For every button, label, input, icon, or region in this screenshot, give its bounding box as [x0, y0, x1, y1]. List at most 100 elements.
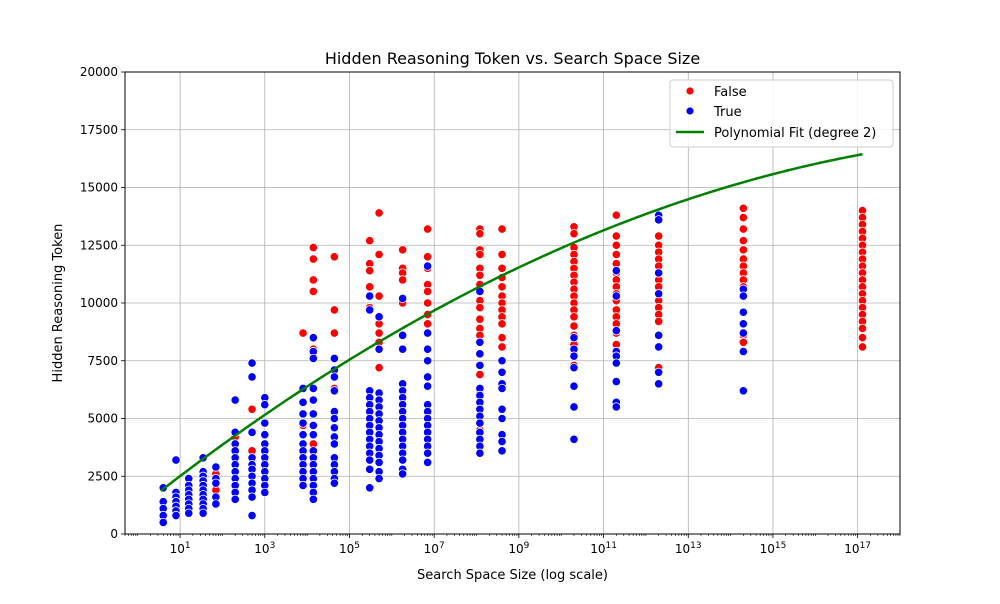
data-point-true [739, 292, 747, 300]
data-point-false [309, 255, 317, 263]
data-point-true [212, 463, 220, 471]
data-point-false [423, 299, 431, 307]
data-point-false [476, 271, 484, 279]
x-tick-label: 107 [424, 541, 445, 556]
y-tick-label: 10000 [80, 296, 118, 310]
data-point-true [654, 343, 662, 351]
data-point-true [423, 345, 431, 353]
data-point-true [330, 424, 338, 432]
data-point-true [570, 333, 578, 341]
data-point-false [330, 253, 338, 261]
data-point-true [299, 481, 307, 489]
data-point-true [398, 294, 406, 302]
x-tick-label: 105 [339, 541, 360, 556]
data-point-true [159, 518, 167, 526]
y-axis-label: Hidden Reasoning Token [51, 224, 66, 383]
data-point-true [398, 456, 406, 464]
y-tick-label: 0 [110, 527, 118, 541]
data-point-false [612, 232, 620, 240]
data-point-true [570, 363, 578, 371]
data-point-true [398, 345, 406, 353]
data-point-true [498, 405, 506, 413]
data-point-false [365, 266, 373, 274]
data-point-true [654, 380, 662, 388]
data-point-true [199, 509, 207, 517]
data-point-true [309, 495, 317, 503]
data-point-true [654, 368, 662, 376]
data-point-true [185, 509, 193, 517]
data-point-true [498, 414, 506, 422]
data-point-true [365, 465, 373, 473]
data-point-false [858, 343, 866, 351]
data-point-true [261, 419, 269, 427]
data-point-false [654, 232, 662, 240]
data-point-true [375, 458, 383, 466]
data-point-true [330, 373, 338, 381]
y-tick-label: 15000 [80, 181, 118, 195]
data-point-true [365, 306, 373, 314]
data-point-true [739, 329, 747, 337]
x-tick-label: 101 [170, 541, 191, 556]
y-tick-label: 7500 [87, 354, 118, 368]
data-point-true [309, 396, 317, 404]
data-point-true [476, 449, 484, 457]
data-point-true [398, 470, 406, 478]
data-point-true [498, 447, 506, 455]
data-point-true [248, 373, 256, 381]
data-point-true [299, 419, 307, 427]
data-point-false [570, 322, 578, 330]
x-axis-label: Search Space Size (log scale) [417, 568, 608, 583]
data-point-false [612, 250, 620, 258]
chart-title: Hidden Reasoning Token vs. Search Space … [325, 49, 700, 68]
y-tick-label: 5000 [87, 412, 118, 426]
data-point-false [423, 320, 431, 328]
data-point-false [858, 324, 866, 332]
data-point-true [612, 377, 620, 385]
data-point-false [739, 204, 747, 212]
legend-label-true: True [713, 105, 742, 120]
data-point-true [248, 359, 256, 367]
data-point-true [423, 449, 431, 457]
data-point-false [498, 250, 506, 258]
data-point-true [309, 410, 317, 418]
data-point-false [739, 338, 747, 346]
data-point-true [309, 333, 317, 341]
data-point-true [612, 292, 620, 300]
y-tick-label: 17500 [80, 123, 118, 137]
data-point-true [309, 354, 317, 362]
data-point-true [570, 403, 578, 411]
data-point-true [261, 400, 269, 408]
data-point-false [476, 315, 484, 323]
data-point-true [299, 398, 307, 406]
data-point-true [423, 373, 431, 381]
data-point-false [248, 405, 256, 413]
data-point-true [261, 488, 269, 496]
data-point-false [398, 246, 406, 254]
data-point-false [476, 250, 484, 258]
data-point-false [858, 333, 866, 341]
data-point-true [231, 495, 239, 503]
data-point-true [612, 359, 620, 367]
data-point-true [612, 403, 620, 411]
data-point-true [299, 410, 307, 418]
data-point-true [654, 290, 662, 298]
data-point-false [423, 287, 431, 295]
data-point-true [330, 387, 338, 395]
data-point-false [739, 246, 747, 254]
data-point-true [498, 368, 506, 376]
data-point-true [212, 500, 220, 508]
y-tick-label: 2500 [87, 469, 118, 483]
data-point-false [375, 363, 383, 371]
data-point-false [299, 329, 307, 337]
data-point-true [365, 292, 373, 300]
data-point-true [375, 313, 383, 321]
data-point-true [423, 382, 431, 390]
data-point-false [309, 287, 317, 295]
data-point-true [476, 361, 484, 369]
data-point-false [654, 317, 662, 325]
data-point-true [654, 331, 662, 339]
data-point-true [330, 354, 338, 362]
data-point-true [330, 440, 338, 448]
